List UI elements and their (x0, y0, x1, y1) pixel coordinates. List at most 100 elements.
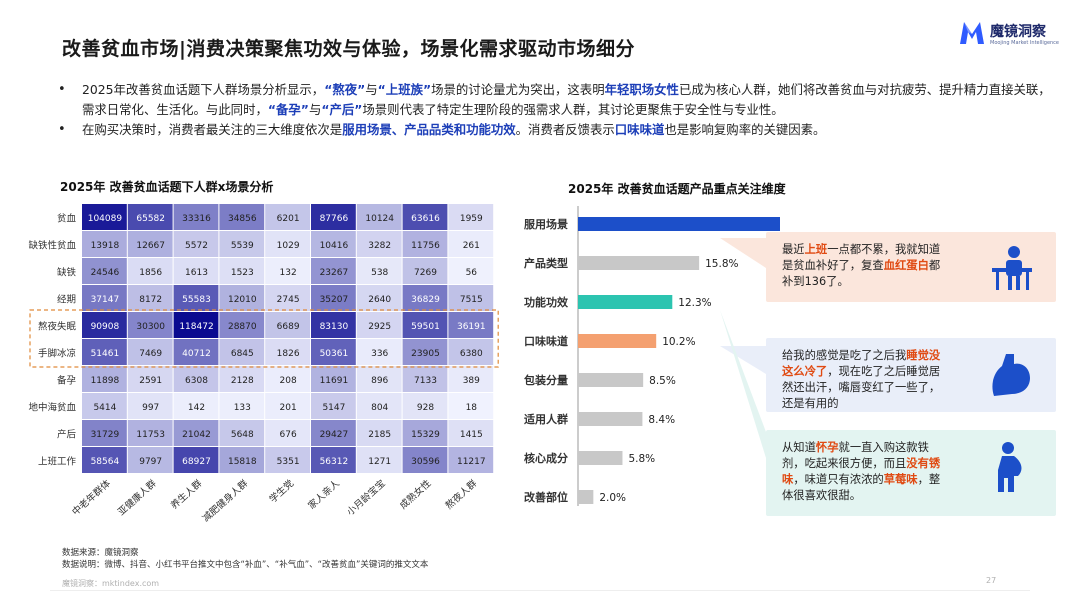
bar-value-label: 15.8% (705, 258, 738, 270)
heatmap-cell (402, 339, 448, 365)
heatmap-cell-value: 2128 (231, 376, 254, 386)
bullet-text-segment: 服用场景、产品品类和功能功效 (342, 122, 516, 137)
heatmap-cell-value: 336 (371, 349, 388, 359)
heatmap-cell (356, 447, 402, 473)
heatmap-cell (173, 204, 219, 230)
bar-category-label: 口味味道 (524, 334, 568, 348)
heatmap-cell (82, 231, 127, 257)
heatmap-cell (219, 285, 265, 311)
bullet-text-segment: “上班族” (377, 82, 432, 97)
heatmap-row-label: 备孕 (57, 375, 77, 387)
heatmap-cell-value: 35207 (320, 295, 349, 305)
page-title: 改善贫血市场|消费决策聚焦功效与体验，场景化需求驱动市场细分 (62, 38, 635, 60)
heatmap-cell-value: 133 (234, 403, 251, 413)
heatmap-cell (127, 393, 173, 419)
heatmap-cell (173, 420, 219, 446)
heatmap-col-label: 养生人群 (168, 477, 205, 512)
heatmap-cell (265, 231, 310, 257)
heatmap-cell-value: 23267 (320, 268, 349, 278)
bar (578, 490, 594, 504)
heatmap-cell (127, 447, 173, 473)
summary-bullets: 2025年改善贫血话题下人群场景分析显示，“熬夜”与“上班族”场景的讨论量尤为突… (56, 80, 1056, 140)
heatmap-cell (82, 312, 127, 338)
heatmap-cell (448, 420, 494, 446)
heatmap-cell (219, 393, 265, 419)
heatmap-cell-value: 33316 (182, 214, 211, 224)
heatmap-cell (173, 393, 219, 419)
heatmap-cell (265, 204, 310, 230)
logo-name: 魔镜洞察 (990, 24, 1046, 40)
heatmap-cell-value: 208 (280, 376, 297, 386)
heatmap-cell (402, 420, 448, 446)
heatmap-cell (402, 366, 448, 392)
bar-category-label: 改善部位 (524, 490, 568, 504)
heatmap-cell-value: 58564 (91, 457, 120, 467)
pregnant-woman-icon (998, 442, 1022, 492)
heatmap-cell (173, 339, 219, 365)
heatmap-cell (265, 258, 310, 284)
heatmap-col-label: 成熟女性 (397, 477, 434, 512)
heatmap-cell-value: 13918 (91, 241, 120, 251)
heatmap-cell-value: 997 (142, 403, 159, 413)
heatmap-row-label: 产后 (57, 429, 77, 441)
heatmap-cell (82, 339, 127, 365)
heatmap-col-label: 学生党 (267, 477, 297, 505)
heatmap-cell-value: 12010 (228, 295, 257, 305)
brand-logo: 魔镜洞察 Moojing Market Intelligence (958, 18, 1068, 58)
heatmap-cell-value: 5572 (185, 241, 208, 251)
heatmap-cell (265, 366, 310, 392)
heatmap-cell (127, 366, 173, 392)
bullet-text-segment: 口味味道 (614, 122, 665, 137)
heatmap-cell (219, 366, 265, 392)
heatmap-cell (448, 285, 494, 311)
heatmap-row-label: 地中海贫血 (28, 402, 76, 414)
heatmap-cell-value: 31729 (91, 430, 120, 440)
heatmap-cell (311, 447, 356, 473)
bar-category-label: 产品类型 (524, 256, 568, 270)
bar-value-label: 10.2% (662, 336, 695, 348)
heatmap-cell (173, 366, 219, 392)
heatmap-cell-value: 5539 (231, 241, 254, 251)
heatmap-cell-value: 56312 (320, 457, 349, 467)
heatmap-cell-value: 11217 (457, 457, 486, 467)
heatmap-cell (311, 312, 356, 338)
heatmap-cell (311, 231, 356, 257)
heatmap-cell (265, 447, 310, 473)
bullet-text-segment: 年轻职场女性 (604, 82, 679, 97)
heatmap-cell-value: 804 (371, 403, 388, 413)
heatmap-row-label: 熬夜失眠 (38, 321, 77, 333)
heatmap-cell-value: 28870 (228, 322, 257, 332)
bar (578, 373, 644, 387)
heatmap-cell (265, 312, 310, 338)
bullet-text-segment: 已成为核心人群，她们将改善贫血与对抗疲劳、提升精力直接关联，需求日常化、生活化。… (82, 82, 1051, 117)
heatmap-cell-value: 5414 (93, 403, 116, 413)
heatmap-cell-value: 6201 (277, 214, 300, 224)
heatmap-row-label: 手脚冰凉 (38, 348, 76, 360)
heatmap-cell-value: 1856 (139, 268, 162, 278)
heatmap-cell-value: 8172 (139, 295, 162, 305)
heatmap-cell (173, 285, 219, 311)
bullet-text-segment: 与 (365, 82, 378, 97)
quote-card-3: 从知道怀孕就一直入购这款铁剂，吃起来很方便，而且没有锈味，味道只有浓浓的草莓味，… (766, 430, 1056, 516)
bar-category-label: 包装分量 (523, 373, 568, 387)
heatmap-cell-value: 90908 (91, 322, 120, 332)
heatmap-cell (82, 393, 127, 419)
heatmap-cell-value: 9797 (139, 457, 162, 467)
heatmap-cell-value: 6689 (277, 322, 300, 332)
quote-text-segment: 血红蛋白 (883, 259, 929, 272)
heatmap-cell-value: 15818 (228, 457, 257, 467)
logo-mark-icon (960, 22, 984, 44)
quote-text-2: 给我的感觉是吃了之后我睡觉没这么冷了，现在吃了之后睡觉居然还出汗，嘴唇变红了一些… (782, 348, 950, 412)
heatmap-cell (219, 447, 265, 473)
heatmap-cell (82, 420, 127, 446)
heatmap-cell-value: 3282 (368, 241, 391, 251)
heatmap-cell (219, 231, 265, 257)
heatmap-cell (356, 285, 402, 311)
heatmap-cell-value: 11756 (411, 241, 440, 251)
bar (578, 295, 673, 309)
bar-category-label: 适用人群 (524, 412, 568, 426)
quote-text-segment: ，味道只有浓浓的 (793, 473, 884, 486)
bar-value-label: 8.4% (648, 414, 675, 426)
heatmap-cell-value: 928 (417, 403, 434, 413)
heatmap-cell (127, 258, 173, 284)
